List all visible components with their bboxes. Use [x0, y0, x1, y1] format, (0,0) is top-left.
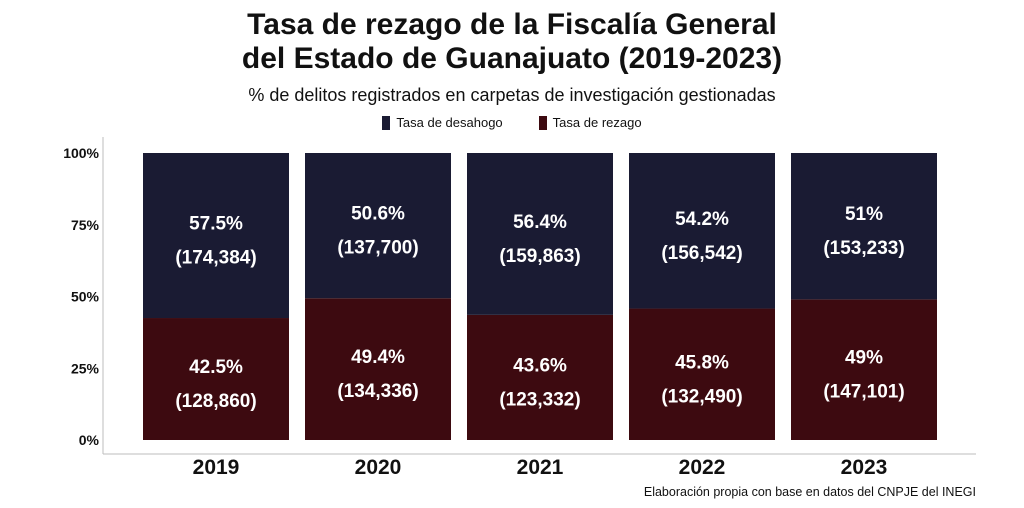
bar-desahogo-2021 [467, 153, 613, 315]
bar-desahogo-2023 [791, 153, 937, 300]
legend-swatch-desahogo [382, 115, 391, 130]
legend-item-rezago: Tasa de rezago [538, 115, 642, 130]
y-tick-label: 50% [71, 289, 100, 305]
bar-rezago-2023 [791, 299, 937, 440]
x-category-label: 2022 [679, 456, 726, 479]
legend-item-desahogo: Tasa de desahogo [382, 115, 503, 130]
data-label-pct-rezago-2022: 45.8% [675, 352, 729, 373]
data-label-count-rezago-2021: (123,332) [499, 389, 580, 410]
source-note: Elaboración propia con base en datos del… [643, 485, 976, 499]
x-category-label: 2020 [355, 456, 402, 479]
data-label-pct-desahogo-2020: 50.6% [351, 204, 405, 225]
bar-desahogo-2022 [629, 153, 775, 309]
data-label-pct-rezago-2021: 43.6% [513, 355, 567, 376]
data-label-count-desahogo-2019: (174,384) [175, 248, 256, 269]
bar-rezago-2022 [629, 308, 775, 440]
bar-desahogo-2019 [143, 153, 289, 319]
chart-title-line-1: Tasa de rezago de la Fiscalía General [247, 8, 777, 41]
bar-rezago-2021 [467, 314, 613, 440]
data-label-count-desahogo-2023: (153,233) [823, 238, 904, 259]
data-label-pct-desahogo-2019: 57.5% [189, 214, 243, 235]
chart-title: Tasa de rezago de la Fiscalía General de… [0, 8, 1024, 76]
chart-subtitle: % de delitos registrados en carpetas de … [248, 85, 776, 105]
legend-label-desahogo: Tasa de desahogo [396, 115, 503, 130]
chart-title-line-2: del Estado de Guanajuato (2019-2023) [241, 42, 783, 75]
bar-rezago-2019 [143, 318, 289, 440]
data-label-count-rezago-2019: (128,860) [175, 391, 256, 412]
bar-desahogo-2020 [305, 153, 451, 299]
y-tick-label: 25% [71, 360, 100, 376]
chart-legend: Tasa de desahogo Tasa de rezago [0, 115, 1024, 130]
y-tick-label: 0% [79, 432, 100, 448]
data-label-pct-rezago-2023: 49% [845, 348, 883, 369]
data-label-pct-rezago-2019: 42.5% [189, 357, 243, 378]
data-label-count-rezago-2023: (147,101) [823, 382, 904, 403]
data-label-pct-desahogo-2021: 56.4% [513, 212, 567, 233]
bar-rezago-2020 [305, 298, 451, 440]
y-tick-label: 75% [71, 217, 100, 233]
data-label-count-rezago-2022: (132,490) [661, 386, 742, 407]
y-tick-label: 100% [63, 145, 99, 161]
data-label-pct-desahogo-2022: 54.2% [675, 209, 729, 230]
data-label-count-desahogo-2022: (156,542) [661, 243, 742, 264]
legend-label-rezago: Tasa de rezago [552, 115, 642, 130]
data-label-pct-desahogo-2023: 51% [845, 204, 883, 225]
x-category-label: 2023 [841, 456, 888, 479]
x-category-label: 2019 [193, 456, 240, 479]
legend-swatch-rezago [538, 115, 547, 130]
x-category-label: 2021 [517, 456, 564, 479]
data-label-count-desahogo-2020: (137,700) [337, 238, 418, 259]
data-label-count-desahogo-2021: (159,863) [499, 246, 580, 267]
data-label-pct-rezago-2020: 49.4% [351, 347, 405, 368]
data-label-count-rezago-2020: (134,336) [337, 381, 418, 402]
